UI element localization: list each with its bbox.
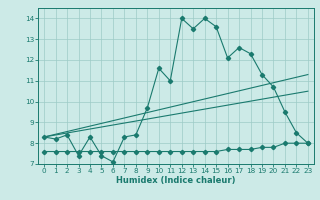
X-axis label: Humidex (Indice chaleur): Humidex (Indice chaleur) xyxy=(116,176,236,185)
